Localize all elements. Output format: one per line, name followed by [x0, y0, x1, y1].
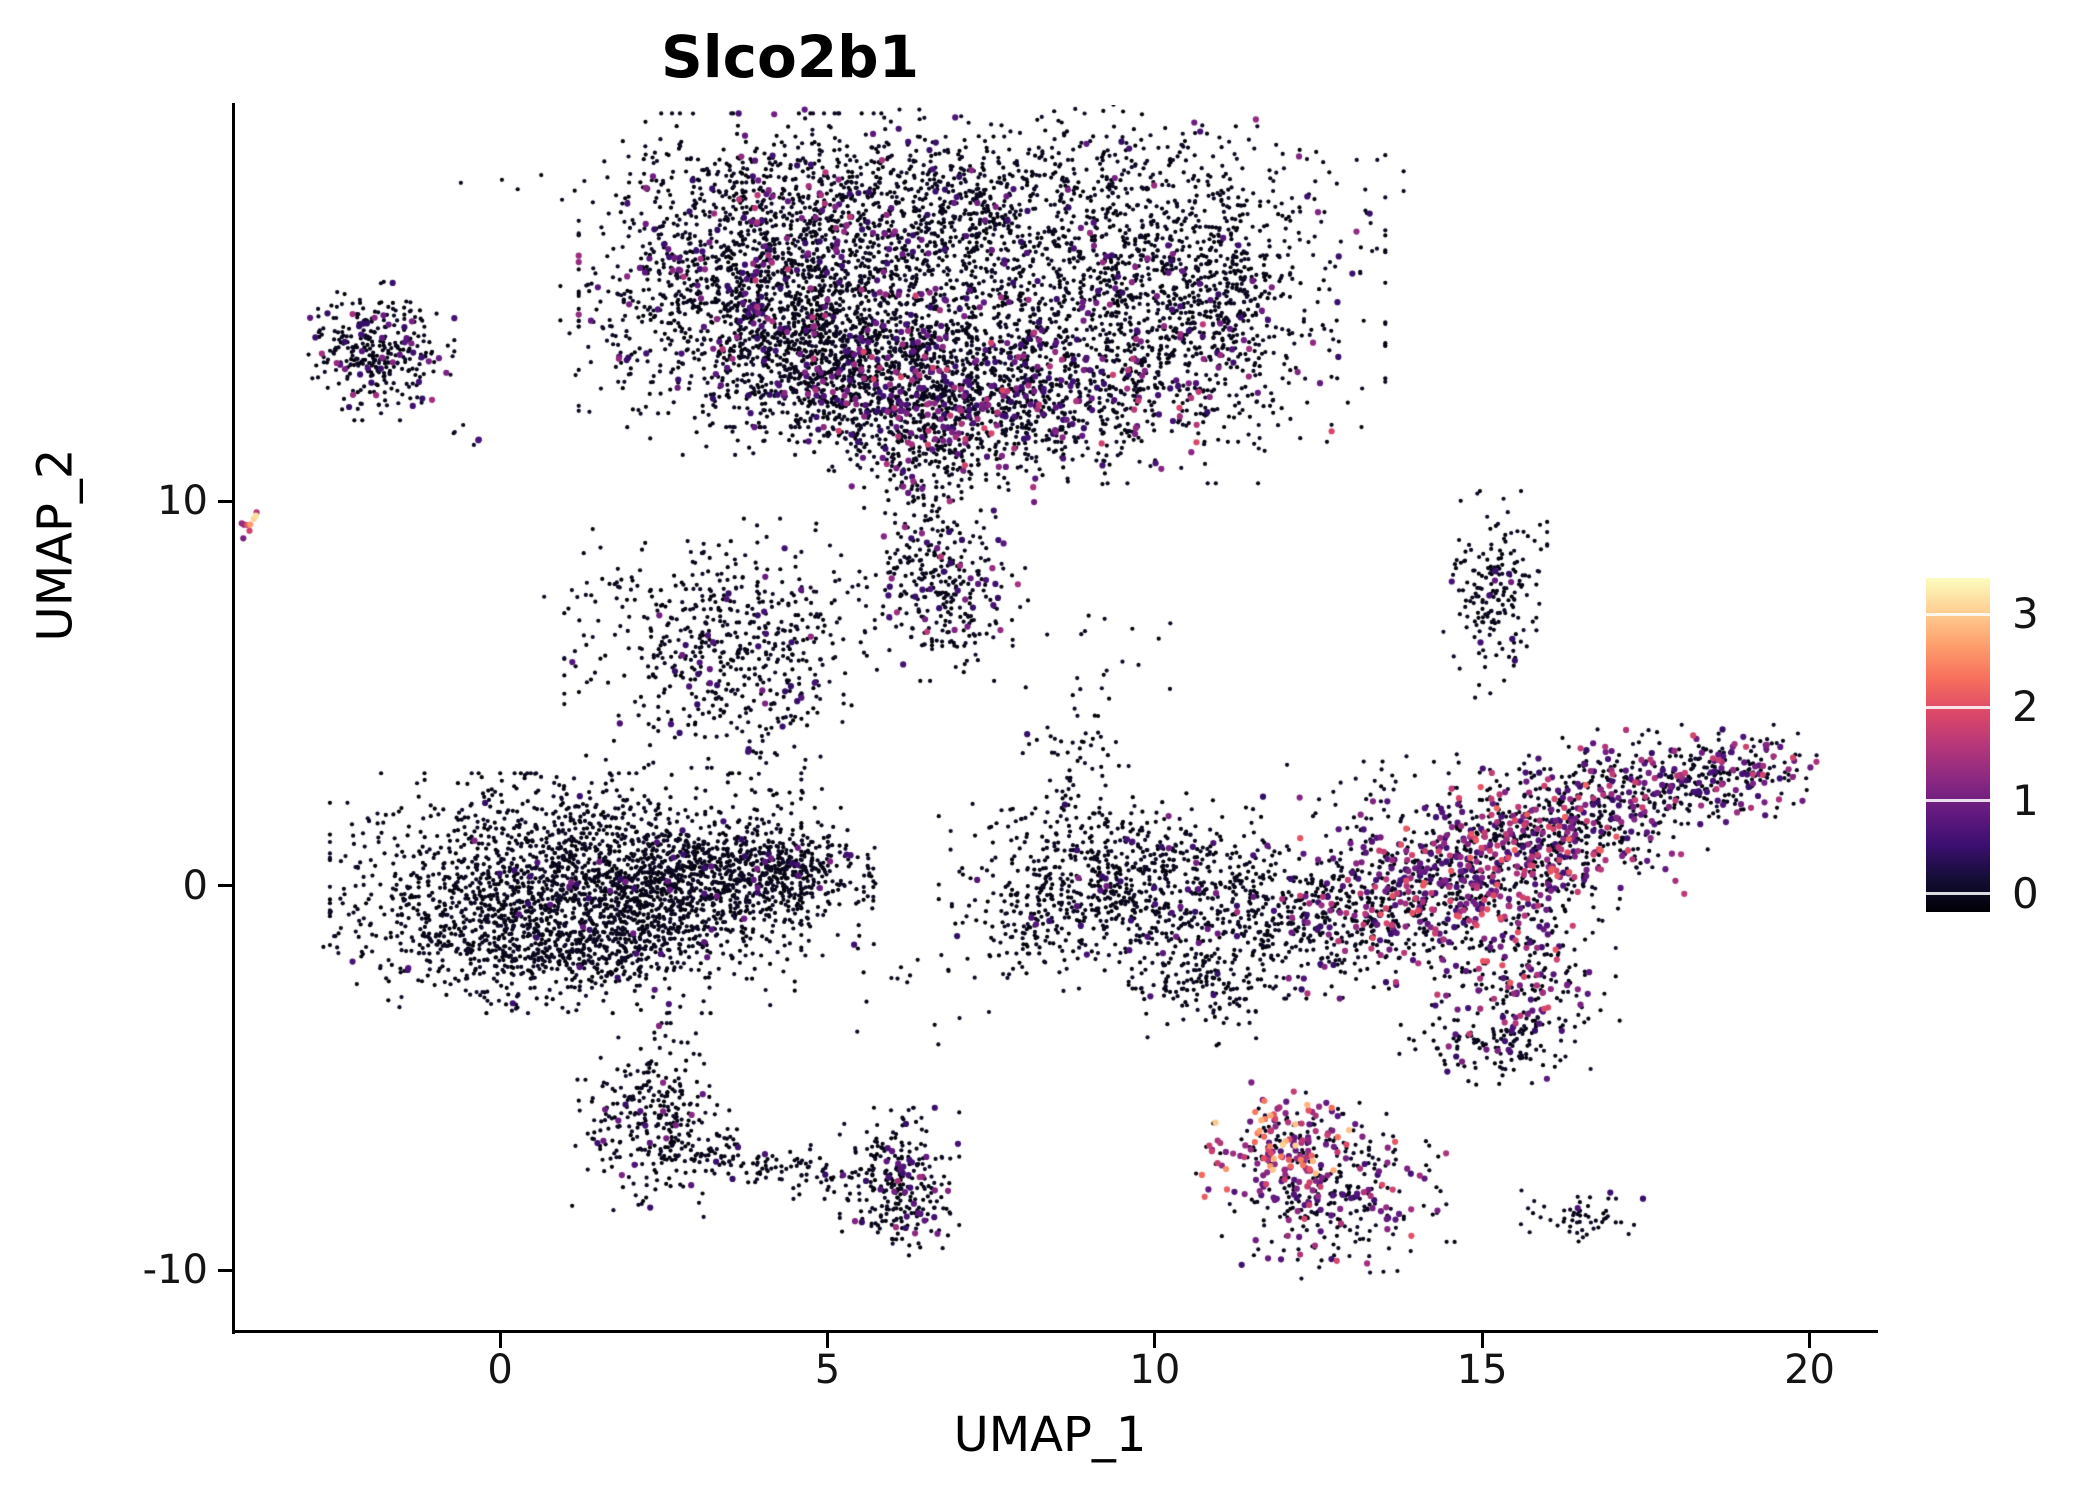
x-tick-label: 5: [814, 1347, 841, 1393]
y-tick-label: -10: [142, 1247, 208, 1294]
colorbar-tick-mark: [1926, 799, 1990, 803]
x-axis-line: [232, 1330, 1878, 1333]
y-tick-mark: [218, 1268, 233, 1272]
colorbar-tick-mark: [1926, 705, 1990, 709]
y-tick-mark: [218, 884, 233, 888]
x-tick-label: 15: [1456, 1347, 1508, 1393]
umap-scatter-canvas: [235, 105, 1875, 1330]
x-tick-label: 0: [487, 1347, 513, 1393]
y-axis-line: [232, 103, 235, 1334]
plot-title: Slco2b1: [660, 23, 920, 91]
y-tick-mark: [218, 499, 233, 503]
x-tick-label: 10: [1129, 1347, 1181, 1393]
x-tick-mark: [825, 1333, 829, 1348]
colorbar-tick-label: 3: [2012, 589, 2039, 639]
colorbar-tick-mark: [1926, 612, 1990, 616]
x-tick-label: 20: [1784, 1347, 1835, 1393]
colorbar-gradient: [1926, 578, 1990, 912]
y-tick-label: 0: [182, 862, 208, 909]
colorbar-tick-mark: [1926, 892, 1990, 896]
x-axis-label: UMAP_1: [953, 1407, 1147, 1463]
colorbar-tick-label: 1: [2012, 775, 2039, 825]
colorbar-tick-label: 2: [2012, 682, 2039, 732]
y-axis-label: UMAP_2: [27, 448, 84, 642]
x-tick-mark: [1153, 1333, 1157, 1348]
y-tick-label: 10: [157, 478, 208, 525]
x-tick-mark: [1808, 1333, 1812, 1348]
x-tick-mark: [1480, 1333, 1484, 1348]
x-tick-mark: [498, 1333, 502, 1348]
colorbar-tick-label: 0: [2012, 868, 2039, 918]
